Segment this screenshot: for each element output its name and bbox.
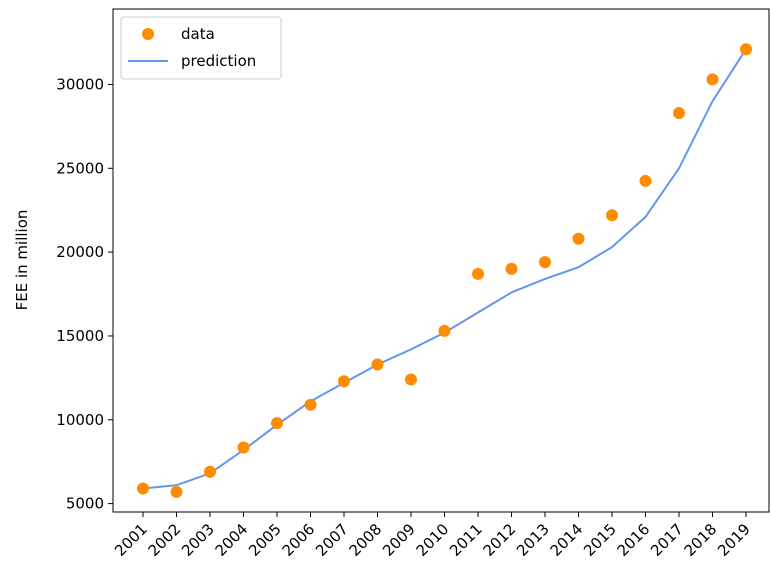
y-tick-label: 30000 — [56, 75, 104, 93]
data-point — [338, 375, 350, 388]
data-point — [673, 106, 685, 119]
x-tick-label: 2010 — [413, 520, 453, 560]
data-point — [405, 373, 417, 386]
x-tick-label: 2002 — [145, 520, 185, 560]
legend-marker-data — [142, 28, 154, 40]
y-axis: 5000 10000 15000 20000 25000 30000 — [56, 75, 113, 513]
x-tick-label: 2006 — [279, 520, 319, 560]
data-point — [472, 267, 484, 280]
x-tick-label: 2017 — [647, 520, 687, 560]
data-point — [137, 482, 149, 495]
x-tick-label: 2014 — [547, 520, 587, 560]
y-tick-label: 5000 — [66, 495, 104, 513]
x-tick-label: 2005 — [245, 520, 285, 560]
x-tick-label: 2011 — [446, 520, 486, 560]
data-point — [271, 417, 283, 430]
data-point — [237, 441, 250, 454]
data-point — [606, 209, 618, 222]
legend-label-prediction: prediction — [181, 52, 256, 70]
x-tick-label: 2009 — [379, 520, 419, 560]
x-tick-label: 2015 — [580, 520, 620, 560]
x-tick-label: 2004 — [212, 520, 252, 560]
x-tick-label: 2016 — [614, 520, 654, 560]
legend-label-data: data — [181, 25, 215, 43]
data-point — [639, 174, 652, 187]
x-tick-label: 2019 — [714, 520, 754, 560]
x-tick-label: 2018 — [681, 520, 721, 560]
x-tick-label: 2012 — [480, 520, 520, 560]
data-point — [505, 262, 518, 275]
y-tick-label: 10000 — [56, 411, 104, 429]
x-tick-label: 2003 — [178, 520, 218, 560]
x-tick-label: 2013 — [513, 520, 553, 560]
y-axis-label: FEE in million — [13, 210, 31, 311]
plot-frame — [112, 8, 770, 513]
data-point — [740, 43, 752, 56]
plot-area — [112, 8, 770, 513]
data-point — [539, 256, 551, 269]
y-tick-label: 25000 — [56, 159, 104, 177]
x-tick-label: 2001 — [111, 520, 151, 560]
x-tick-label: 2008 — [346, 520, 386, 560]
legend: data prediction — [120, 16, 282, 80]
data-point — [304, 398, 317, 411]
data-point — [371, 358, 384, 371]
legend-box — [120, 16, 282, 80]
x-tick-label: 2007 — [312, 520, 352, 560]
y-tick-label: 20000 — [56, 243, 104, 261]
data-point — [170, 485, 183, 498]
data-point — [204, 465, 216, 478]
x-axis: 2001200220032004200520062007200820092010… — [111, 512, 754, 560]
y-tick-label: 15000 — [56, 327, 104, 345]
data-point — [572, 232, 585, 245]
data-point — [706, 73, 719, 86]
data-point — [438, 324, 451, 337]
series-layer — [137, 43, 752, 498]
